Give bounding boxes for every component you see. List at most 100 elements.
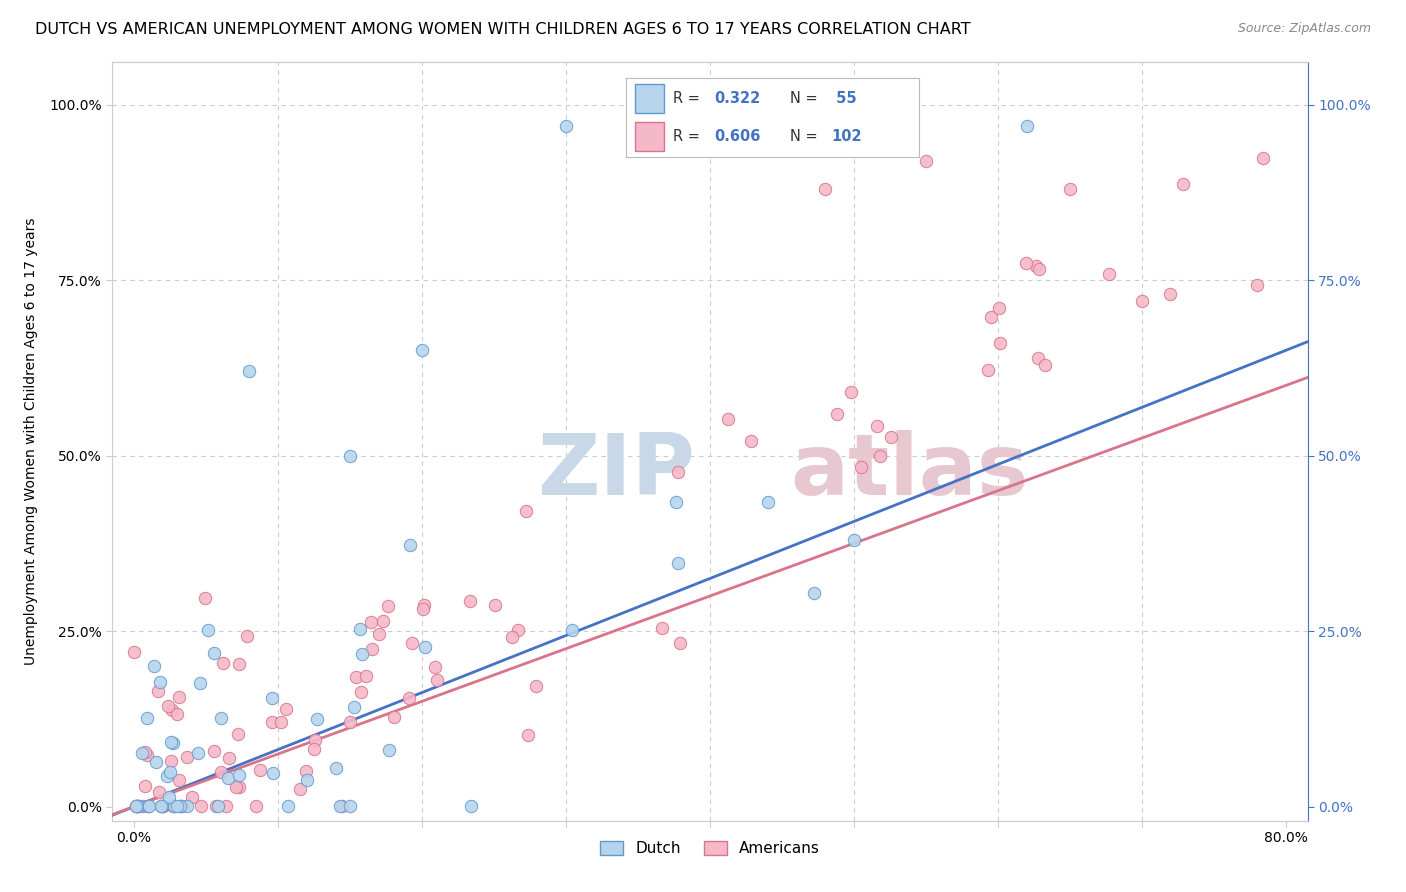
Point bbox=[666, 556, 689, 570]
Point bbox=[228, 780, 250, 794]
Point bbox=[666, 465, 689, 479]
Point bbox=[212, 656, 235, 670]
Point bbox=[412, 602, 434, 616]
Point bbox=[1059, 182, 1081, 196]
Point bbox=[1251, 151, 1274, 165]
Point bbox=[150, 798, 173, 813]
Point bbox=[167, 690, 190, 704]
Point bbox=[501, 630, 523, 644]
Text: ZIP: ZIP bbox=[537, 430, 695, 514]
Y-axis label: Unemployment Among Women with Children Ages 6 to 17 years: Unemployment Among Women with Children A… bbox=[24, 218, 38, 665]
Point bbox=[295, 764, 318, 778]
Point bbox=[228, 657, 250, 672]
Point bbox=[146, 684, 169, 698]
Point bbox=[127, 798, 149, 813]
Point bbox=[484, 598, 506, 612]
Point bbox=[197, 624, 219, 638]
Point bbox=[274, 702, 297, 716]
Point bbox=[180, 789, 202, 804]
Point bbox=[142, 658, 165, 673]
Point bbox=[169, 798, 191, 813]
Point bbox=[915, 153, 938, 168]
Point bbox=[124, 798, 146, 813]
Point bbox=[152, 798, 174, 813]
Point bbox=[160, 734, 183, 748]
Point bbox=[205, 798, 228, 813]
Point bbox=[149, 798, 172, 813]
Point bbox=[162, 736, 184, 750]
Point bbox=[1015, 255, 1038, 269]
Point bbox=[350, 647, 373, 661]
Point bbox=[839, 384, 862, 399]
Point bbox=[194, 591, 217, 605]
Point bbox=[134, 780, 156, 794]
Legend: Dutch, Americans: Dutch, Americans bbox=[595, 835, 825, 863]
Point bbox=[339, 798, 361, 813]
Point bbox=[825, 407, 848, 421]
Point bbox=[561, 623, 583, 637]
Point bbox=[1026, 351, 1049, 365]
Point bbox=[270, 715, 292, 730]
Point bbox=[228, 768, 250, 782]
Point bbox=[1130, 294, 1153, 309]
Point bbox=[977, 362, 1000, 376]
Point bbox=[555, 119, 578, 133]
Point bbox=[136, 711, 159, 725]
Point bbox=[304, 733, 326, 747]
Point bbox=[128, 798, 150, 813]
Point bbox=[136, 798, 159, 813]
Point bbox=[378, 743, 401, 757]
Point bbox=[149, 798, 172, 813]
Point bbox=[803, 586, 825, 600]
Point bbox=[849, 460, 872, 475]
Point bbox=[506, 623, 529, 637]
Point bbox=[236, 629, 259, 643]
Point bbox=[399, 538, 422, 552]
Point bbox=[238, 364, 260, 378]
Point bbox=[148, 785, 170, 799]
Point bbox=[423, 660, 446, 674]
Point bbox=[373, 615, 395, 629]
Point bbox=[167, 772, 190, 787]
Point bbox=[1159, 286, 1181, 301]
Point bbox=[651, 621, 673, 635]
Point bbox=[202, 744, 225, 758]
Point bbox=[988, 336, 1011, 351]
Point bbox=[163, 798, 186, 813]
Point bbox=[125, 798, 148, 813]
Point bbox=[277, 798, 299, 813]
Point bbox=[339, 449, 361, 463]
Point bbox=[262, 691, 284, 706]
Point bbox=[325, 761, 347, 775]
Point bbox=[160, 702, 183, 716]
Point bbox=[458, 594, 481, 608]
Point bbox=[160, 754, 183, 768]
Point bbox=[190, 798, 212, 813]
Point bbox=[1028, 261, 1050, 276]
Point bbox=[398, 690, 420, 705]
Point bbox=[162, 798, 184, 813]
Point bbox=[225, 780, 247, 794]
Point bbox=[202, 646, 225, 660]
Point bbox=[187, 747, 209, 761]
Point bbox=[1025, 259, 1047, 273]
Point bbox=[756, 495, 779, 509]
Point bbox=[215, 798, 238, 813]
Point bbox=[226, 727, 249, 741]
Point bbox=[249, 763, 271, 777]
Point bbox=[245, 798, 267, 813]
Point bbox=[349, 622, 371, 636]
Point bbox=[305, 712, 328, 726]
Point bbox=[460, 798, 482, 813]
Point bbox=[295, 772, 318, 787]
Point bbox=[122, 645, 145, 659]
Point bbox=[426, 673, 449, 687]
Point bbox=[869, 449, 891, 463]
Point bbox=[176, 750, 198, 764]
Point bbox=[349, 685, 371, 699]
Point bbox=[157, 789, 180, 804]
Point bbox=[302, 742, 325, 756]
Point bbox=[740, 434, 762, 448]
Point bbox=[124, 798, 146, 813]
Point bbox=[166, 706, 188, 721]
